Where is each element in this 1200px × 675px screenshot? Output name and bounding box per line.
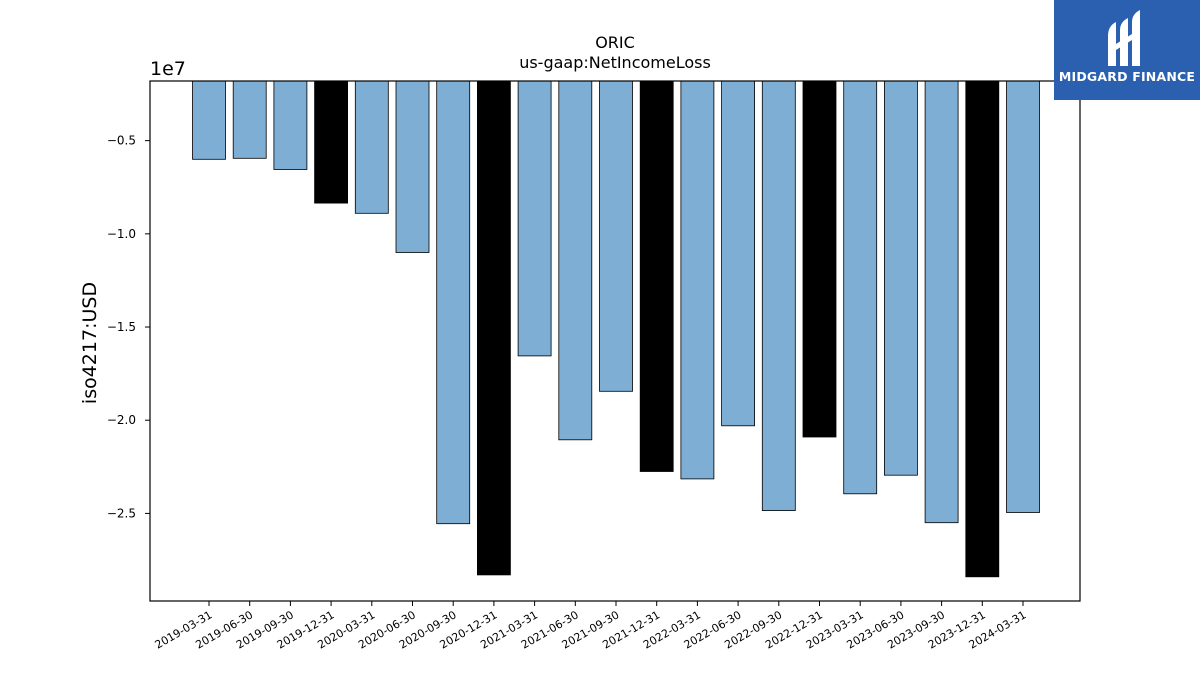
bar-2020-03-31 — [354, 80, 389, 214]
bar-2022-03-31 — [680, 80, 715, 480]
brand-logo: MIDGARD FINANCE — [1054, 0, 1200, 100]
bar-2019-06-30 — [232, 80, 267, 159]
bar-2022-12-31 — [802, 80, 837, 438]
bar-group — [192, 80, 1040, 578]
bar-2022-09-30 — [761, 80, 796, 512]
bar-2021-12-31 — [639, 80, 674, 472]
bar-2023-09-30 — [924, 80, 959, 524]
y-axis-ticks: −0.5 −1.0 −1.5 −2.0 −2.5 — [107, 134, 150, 520]
bar-2019-09-30 — [273, 80, 308, 170]
chart-subtitle: us-gaap:NetIncomeLoss — [519, 53, 711, 72]
bar-2020-06-30 — [395, 80, 430, 253]
logo-mark-icon — [1108, 10, 1140, 66]
x-axis-ticks: 2019-03-312019-06-302019-09-302019-12-31… — [153, 601, 1029, 652]
bar-2019-12-31 — [314, 80, 349, 204]
y-axis-label: iso4217:USD — [79, 282, 101, 404]
bar-2020-09-30 — [436, 80, 471, 525]
y-tick-label: −1.5 — [107, 320, 136, 334]
chart-title: ORIC — [595, 33, 635, 52]
y-tick-label: −2.0 — [107, 413, 136, 427]
bar-2024-03-31 — [1006, 80, 1040, 513]
y-tick-label: −2.5 — [107, 506, 136, 520]
plot-frame — [149, 80, 1081, 602]
bar-2020-12-31 — [476, 80, 511, 576]
bar-2019-03-31 — [192, 80, 226, 160]
logo-text: MIDGARD FINANCE — [1058, 69, 1196, 84]
bar-2022-06-30 — [721, 80, 755, 427]
bar-2021-09-30 — [599, 80, 633, 392]
bar-2021-03-31 — [517, 80, 552, 357]
bar-2023-12-31 — [965, 80, 1000, 578]
bar-2023-03-31 — [843, 80, 878, 495]
y-scale-label: 1e7 — [150, 58, 186, 80]
bar-2021-06-30 — [558, 80, 593, 441]
y-tick-label: −1.0 — [107, 227, 136, 241]
y-tick-label: −0.5 — [107, 134, 136, 148]
bar-2023-06-30 — [884, 80, 918, 476]
